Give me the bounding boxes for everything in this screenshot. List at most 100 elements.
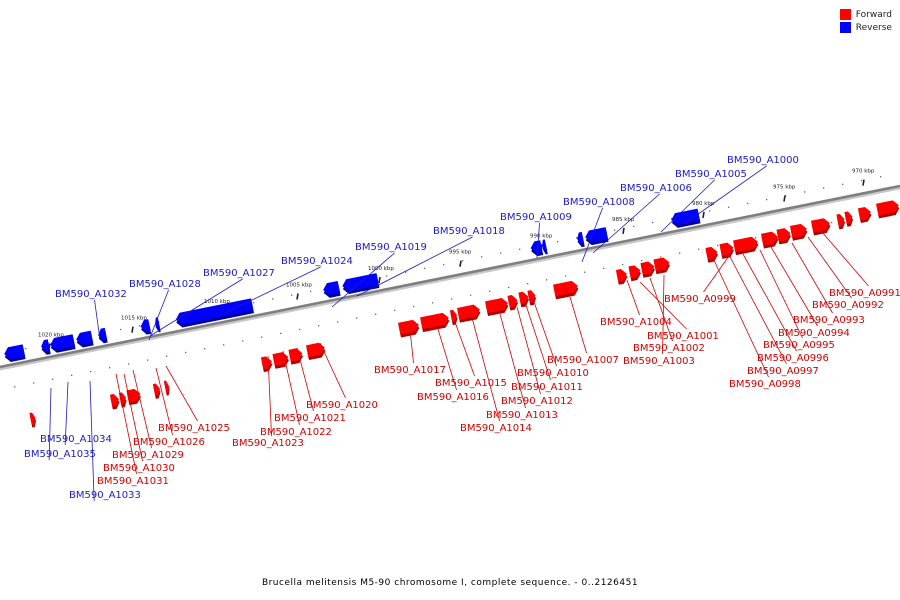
forward-gene-label[interactable]: BM590_A1001: [647, 331, 719, 342]
forward-gene-arrow[interactable]: [776, 227, 792, 245]
forward-gene-label[interactable]: BM590_A1025: [158, 423, 230, 434]
forward-gene-arrow[interactable]: [615, 268, 629, 285]
forward-gene-label[interactable]: BM590_A1015: [435, 378, 507, 389]
reverse-gene-callout[interactable]: BM590_A1000: [683, 155, 799, 225]
forward-gene-arrow[interactable]: [876, 199, 900, 219]
forward-gene-label[interactable]: BM590_A1022: [260, 427, 332, 438]
forward-gene-arrow[interactable]: [449, 309, 459, 326]
forward-gene-callout[interactable]: BM590_A0998: [711, 255, 801, 390]
reverse-gene-arrow[interactable]: [3, 344, 26, 363]
forward-gene-arrow[interactable]: [857, 206, 873, 224]
reverse-gene-label[interactable]: BM590_A1028: [129, 279, 201, 290]
forward-gene-label[interactable]: BM590_A1010: [517, 368, 589, 379]
forward-gene-arrow[interactable]: [126, 388, 142, 406]
forward-gene-arrow[interactable]: [398, 319, 421, 338]
forward-gene-callout[interactable]: BM590_A0996: [742, 253, 829, 364]
forward-gene-callout[interactable]: BM590_A1031: [97, 373, 169, 487]
forward-gene-callout[interactable]: BM590_A1012: [501, 306, 573, 407]
reverse-gene-label[interactable]: BM590_A1008: [563, 197, 635, 208]
legend-reverse[interactable]: Reverse: [839, 22, 892, 33]
forward-gene-label[interactable]: BM590_A0992: [812, 300, 884, 311]
reverse-gene-callout[interactable]: BM590_A1005: [660, 169, 747, 233]
forward-gene-label[interactable]: BM590_A1030: [103, 463, 175, 474]
reverse-gene-callout[interactable]: BM590_A1006: [592, 183, 692, 254]
reverse-gene-callout[interactable]: BM590_A1035: [24, 387, 96, 461]
forward-gene-callout[interactable]: BM590_A0995: [759, 249, 835, 351]
forward-gene-callout[interactable]: BM590_A0999: [664, 255, 736, 305]
forward-gene-callout[interactable]: BM590_A1016: [417, 325, 489, 403]
forward-gene-label[interactable]: BM590_A0997: [747, 366, 819, 377]
forward-gene-callout[interactable]: BM590_A1017: [374, 329, 446, 376]
reverse-gene-callout[interactable]: BM590_A1009: [500, 212, 572, 259]
legend-forward[interactable]: Forward: [839, 9, 892, 20]
forward-gene-label[interactable]: BM590_A1007: [547, 355, 619, 366]
reverse-gene-label[interactable]: BM590_A1034: [40, 434, 112, 445]
forward-gene-label[interactable]: BM590_A1002: [633, 343, 705, 354]
forward-gene-arrow[interactable]: [109, 393, 121, 410]
forward-gene-label[interactable]: BM590_A1026: [133, 437, 205, 448]
forward-gene-arrow[interactable]: [733, 236, 759, 256]
forward-gene-callout[interactable]: BM590_A1003: [623, 274, 695, 367]
reverse-gene-arrow[interactable]: [576, 231, 585, 248]
forward-gene-arrow[interactable]: [705, 246, 719, 263]
reverse-gene-arrow[interactable]: [670, 208, 701, 229]
forward-gene-callout[interactable]: BM590_A1029: [112, 369, 184, 461]
reverse-gene-arrow[interactable]: [139, 319, 152, 335]
forward-gene-label[interactable]: BM590_A0999: [664, 294, 736, 305]
forward-gene-callout[interactable]: BM590_A1014: [460, 313, 532, 434]
forward-gene-arrow[interactable]: [527, 289, 537, 306]
forward-gene-label[interactable]: BM590_A1017: [374, 365, 446, 376]
reverse-gene-arrow[interactable]: [175, 298, 255, 328]
forward-gene-label[interactable]: BM590_A1020: [306, 400, 378, 411]
forward-gene-arrow[interactable]: [518, 291, 530, 308]
forward-gene-arrow[interactable]: [789, 223, 809, 241]
forward-gene-callout[interactable]: BM590_A1022: [260, 350, 332, 438]
reverse-gene-label[interactable]: BM590_A1000: [727, 155, 799, 166]
forward-gene-callout[interactable]: BM590_A1020: [306, 342, 378, 411]
forward-gene-arrow[interactable]: [810, 217, 832, 236]
forward-gene-callout[interactable]: BM590_A1010: [517, 301, 589, 379]
forward-gene-callout[interactable]: BM590_A1026: [133, 367, 205, 448]
forward-gene-arrow[interactable]: [836, 213, 846, 230]
forward-gene-label[interactable]: BM590_A1011: [511, 382, 583, 393]
forward-gene-arrow[interactable]: [152, 383, 162, 399]
forward-gene-label[interactable]: BM590_A1031: [97, 476, 169, 487]
forward-gene-callout[interactable]: BM590_A0992: [807, 236, 884, 311]
forward-gene-callout[interactable]: BM590_A0994: [770, 246, 850, 339]
reverse-gene-arrow[interactable]: [97, 327, 108, 344]
forward-gene-label[interactable]: BM590_A0998: [729, 379, 801, 390]
reverse-gene-label[interactable]: BM590_A1024: [281, 256, 353, 267]
forward-gene-label[interactable]: BM590_A0993: [793, 315, 865, 326]
forward-gene-label[interactable]: BM590_A1003: [623, 356, 695, 367]
reverse-gene-label[interactable]: BM590_A1033: [69, 490, 141, 501]
forward-gene-callout[interactable]: BM590_A1021: [274, 347, 346, 424]
reverse-gene-label[interactable]: BM590_A1032: [55, 289, 127, 300]
reverse-gene-label[interactable]: BM590_A1019: [355, 242, 427, 253]
forward-gene-callout[interactable]: BM590_A1011: [511, 304, 583, 393]
forward-gene-label[interactable]: BM590_A1013: [486, 410, 558, 421]
forward-gene-callout[interactable]: BM590_A1007: [547, 296, 619, 366]
forward-gene-label[interactable]: BM590_A0994: [778, 328, 850, 339]
reverse-gene-arrow[interactable]: [49, 334, 76, 353]
forward-gene-label[interactable]: BM590_A1023: [232, 438, 304, 449]
forward-gene-callout[interactable]: BM590_A1013: [486, 313, 558, 421]
forward-gene-arrow[interactable]: [507, 294, 519, 311]
reverse-gene-label[interactable]: BM590_A1005: [675, 169, 747, 180]
forward-gene-label[interactable]: BM590_A1029: [112, 450, 184, 461]
reverse-gene-label[interactable]: BM590_A1027: [203, 268, 275, 279]
forward-gene-callout[interactable]: BM590_A1030: [103, 373, 175, 474]
reverse-gene-arrow[interactable]: [541, 239, 548, 255]
forward-gene-callout[interactable]: BM590_A1015: [435, 321, 507, 389]
forward-gene-label[interactable]: BM590_A1012: [501, 396, 573, 407]
reverse-gene-callout[interactable]: BM590_A1028: [129, 279, 201, 341]
forward-gene-arrow[interactable]: [163, 380, 171, 396]
reverse-gene-label[interactable]: BM590_A1035: [24, 449, 96, 460]
reverse-gene-callout[interactable]: BM590_A1027: [149, 268, 275, 337]
forward-gene-arrow[interactable]: [844, 211, 854, 227]
reverse-gene-label[interactable]: BM590_A1009: [500, 212, 572, 223]
forward-gene-label[interactable]: BM590_A0996: [757, 353, 829, 364]
forward-gene-arrow[interactable]: [420, 312, 450, 333]
reverse-gene-callout[interactable]: BM590_A1018: [356, 226, 505, 297]
forward-gene-label[interactable]: BM590_A1004: [600, 317, 672, 328]
forward-gene-callout[interactable]: BM590_A1002: [633, 277, 705, 354]
